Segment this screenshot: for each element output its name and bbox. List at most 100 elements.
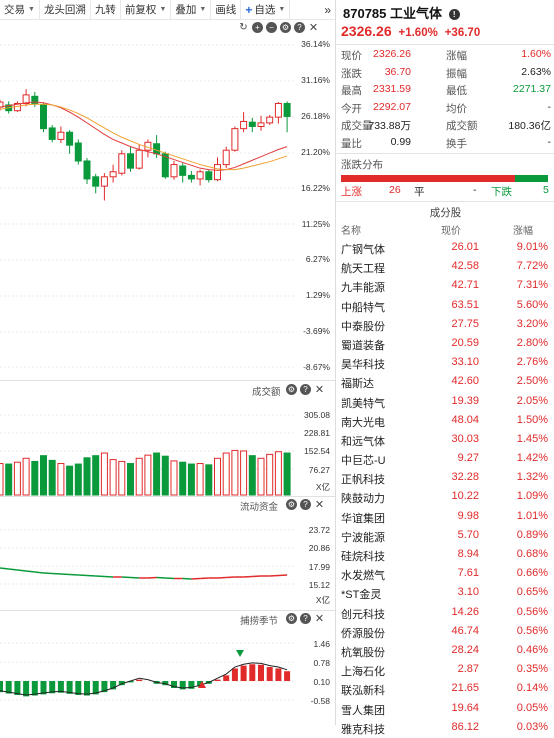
season-chart[interactable] xyxy=(0,625,295,725)
constituent-row[interactable]: 昊华科技 33.10 2.76% xyxy=(341,354,551,373)
constituent-row[interactable]: 创元科技 14.26 0.56% xyxy=(341,604,551,623)
constituent-change: 0.65% xyxy=(516,586,548,599)
zoom-in-icon[interactable]: + xyxy=(252,22,263,33)
constituent-row[interactable]: 杭氧股份 28.24 0.46% xyxy=(341,642,551,661)
refresh-icon[interactable]: ↻ xyxy=(239,22,248,33)
constituents-header: 名称 现价 涨幅 xyxy=(341,222,551,237)
settings-icon[interactable]: ⚙ xyxy=(286,499,297,510)
season-bar xyxy=(31,681,38,696)
constituent-name: 南大光电 xyxy=(341,416,385,429)
volume-bar xyxy=(57,463,65,496)
constituent-row[interactable]: 侨源股份 46.74 0.56% xyxy=(341,623,551,642)
volume-bar xyxy=(118,460,126,496)
volume-chart[interactable] xyxy=(0,395,295,500)
constituent-row[interactable]: 水发燃气 7.61 0.66% xyxy=(341,565,551,584)
caret-down-icon: ▼ xyxy=(28,6,35,13)
constituent-row[interactable]: 陕鼓动力 10.22 1.09% xyxy=(341,488,551,507)
constituent-change: 5.60% xyxy=(516,298,548,311)
constituent-row[interactable]: 宁波能源 5.70 0.89% xyxy=(341,527,551,546)
constituent-row[interactable]: 广钢气体 26.01 9.01% xyxy=(341,239,551,258)
distribution-title: 涨跌分布 xyxy=(341,159,383,171)
flow-segment xyxy=(226,576,235,579)
constituent-change: 1.50% xyxy=(516,413,548,426)
constituent-name: 福斯达 xyxy=(341,378,374,391)
caret-down-icon: ▼ xyxy=(278,6,286,13)
flow-segment xyxy=(165,577,175,580)
help-icon[interactable]: ? xyxy=(300,384,311,395)
constituent-row[interactable]: 正帆科技 32.28 1.32% xyxy=(341,469,551,488)
quote-key: 成交额 xyxy=(446,120,478,132)
candle-body xyxy=(205,171,213,181)
constituent-change: 2.05% xyxy=(516,394,548,407)
constituents-title: 成分股 xyxy=(429,207,462,219)
overlay-menu[interactable]: 叠加 ▼ xyxy=(171,0,212,19)
axis-tick-label: -8.67% xyxy=(303,362,330,373)
constituent-row[interactable]: 蜀道装备 20.59 2.80% xyxy=(341,335,551,354)
season-bar xyxy=(249,664,256,681)
close-icon[interactable]: ✕ xyxy=(314,384,325,396)
constituent-row[interactable]: 中泰股份 27.75 3.20% xyxy=(341,316,551,335)
season-bar xyxy=(136,679,143,681)
close-icon[interactable]: ✕ xyxy=(308,22,319,34)
draw-line-button[interactable]: 画线 xyxy=(211,0,242,19)
settings-icon[interactable]: ⚙ xyxy=(286,613,297,624)
help-icon[interactable]: ? xyxy=(300,613,311,624)
constituent-row[interactable]: 硅烷科技 8.94 0.68% xyxy=(341,546,551,565)
divider xyxy=(336,201,554,202)
constituent-row[interactable]: 中船特气 63.51 5.60% xyxy=(341,297,551,316)
add-watchlist-button[interactable]: + 自选 ▼ xyxy=(241,0,291,19)
candle-body xyxy=(31,95,39,104)
constituent-row[interactable]: 南大光电 48.04 1.50% xyxy=(341,412,551,431)
constituent-row[interactable]: *ST金灵 3.10 0.65% xyxy=(341,584,551,603)
constituent-row[interactable]: 九丰能源 42.71 7.31% xyxy=(341,277,551,296)
constituent-row[interactable]: 和远气体 30.03 1.45% xyxy=(341,431,551,450)
plus-icon: + xyxy=(245,2,253,17)
kline-chart[interactable] xyxy=(0,36,295,381)
col-change-header[interactable]: 涨幅 xyxy=(513,226,533,237)
leader-review-button[interactable]: 龙头回溯 xyxy=(40,0,91,19)
constituent-price: 32.28 xyxy=(451,471,479,484)
constituent-row[interactable]: 雅克科技 86.12 0.03% xyxy=(341,719,551,738)
info-icon[interactable]: ! xyxy=(448,9,460,20)
flat-label: 平 xyxy=(414,186,425,198)
constituent-row[interactable]: 联泓新科 21.65 0.14% xyxy=(341,680,551,699)
trade-menu[interactable]: 交易 ▼ xyxy=(0,0,40,19)
adjust-menu[interactable]: 前复权 ▼ xyxy=(121,0,172,19)
help-icon[interactable]: ? xyxy=(300,499,311,510)
constituent-row[interactable]: 华谊集团 9.98 1.01% xyxy=(341,508,551,527)
constituent-name: 联泓新科 xyxy=(341,685,385,698)
constituent-name: 雪人集团 xyxy=(341,704,385,717)
help-icon[interactable]: ? xyxy=(294,22,305,33)
constituent-row[interactable]: 福斯达 42.60 2.50% xyxy=(341,373,551,392)
volume-controls: ⚙ ? ✕ xyxy=(286,384,325,396)
volume-bar xyxy=(31,460,39,496)
flow-segment xyxy=(8,568,18,571)
col-name-header[interactable]: 名称 xyxy=(341,226,361,237)
nine-turn-button[interactable]: 九转 xyxy=(91,0,121,19)
close-icon[interactable]: ✕ xyxy=(314,613,325,625)
settings-icon[interactable]: ⚙ xyxy=(286,384,297,395)
flow-segment xyxy=(278,574,288,577)
divider xyxy=(336,44,554,45)
more-button[interactable]: » xyxy=(320,0,335,19)
constituent-row[interactable]: 凯美特气 19.39 2.05% xyxy=(341,393,551,412)
flow-chart[interactable] xyxy=(0,510,295,610)
axis-tick-label: 16.22% xyxy=(301,182,330,193)
constituent-row[interactable]: 中巨芯-U 9.27 1.42% xyxy=(341,450,551,469)
sell-arrow-icon xyxy=(236,650,244,657)
distribution-up-bar xyxy=(341,175,515,182)
col-price-header[interactable]: 现价 xyxy=(441,226,461,237)
close-icon[interactable]: ✕ xyxy=(314,499,325,511)
constituent-price: 63.51 xyxy=(451,298,479,311)
zoom-out-icon[interactable]: − xyxy=(266,22,277,33)
constituent-price: 42.71 xyxy=(451,279,479,292)
constituent-row[interactable]: 雪人集团 19.64 0.05% xyxy=(341,700,551,719)
candle-body xyxy=(240,120,248,130)
season-bar xyxy=(223,675,230,681)
constituent-row[interactable]: 航天工程 42.58 7.72% xyxy=(341,258,551,277)
flow-segment xyxy=(95,575,105,578)
settings-icon[interactable]: ⚙ xyxy=(280,22,291,33)
constituent-row[interactable]: 上海石化 2.87 0.35% xyxy=(341,661,551,680)
season-line xyxy=(0,662,288,696)
constituent-price: 14.26 xyxy=(451,605,479,618)
